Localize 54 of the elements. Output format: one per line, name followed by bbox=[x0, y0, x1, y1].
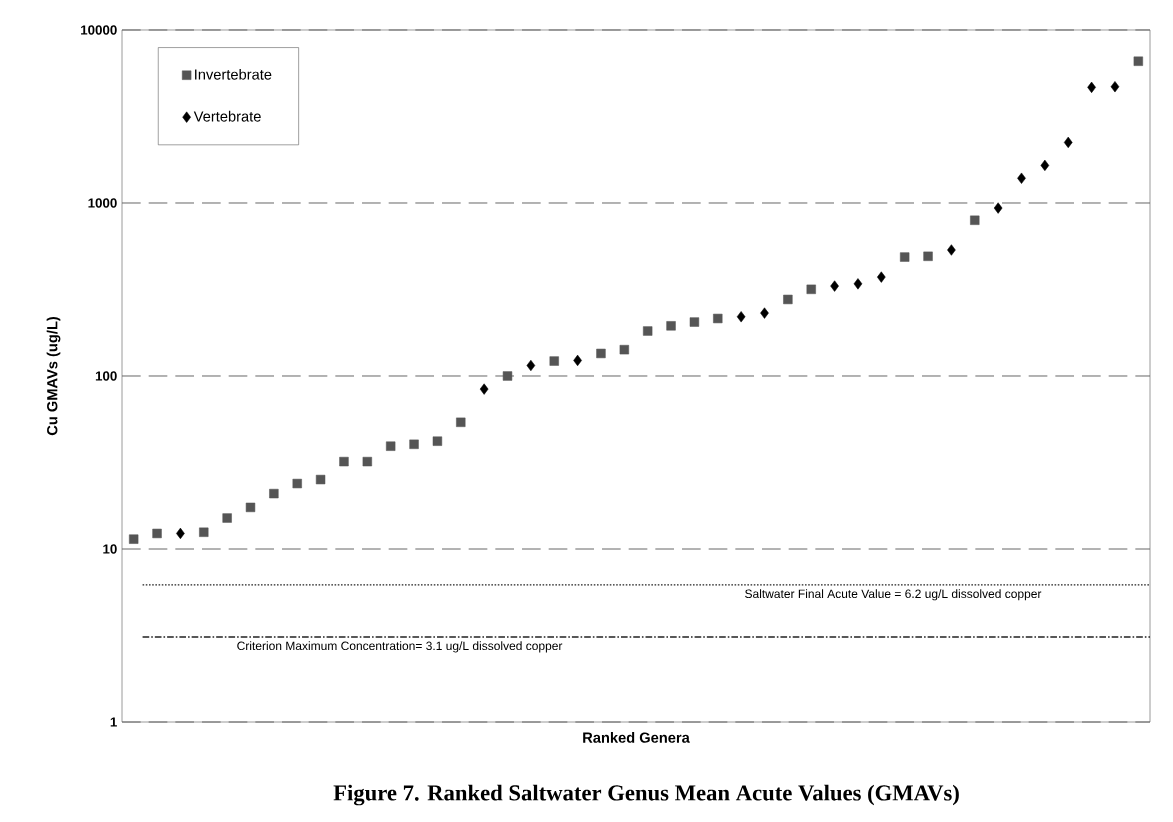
point bbox=[479, 383, 489, 395]
point bbox=[1087, 81, 1096, 93]
point bbox=[643, 326, 653, 336]
point bbox=[760, 307, 769, 319]
point bbox=[853, 278, 863, 290]
y-tick-label: 10000 bbox=[81, 25, 117, 35]
legend-label: Invertebrate bbox=[195, 68, 272, 80]
point bbox=[689, 317, 700, 327]
point bbox=[666, 321, 676, 331]
point bbox=[152, 528, 162, 539]
point bbox=[409, 439, 419, 449]
point bbox=[970, 215, 980, 225]
point bbox=[830, 280, 839, 292]
point bbox=[362, 456, 372, 467]
y-tick-label: 10 bbox=[103, 544, 117, 554]
point bbox=[619, 344, 629, 355]
point bbox=[549, 356, 559, 366]
x-axis-title: Ranked Genera bbox=[583, 732, 690, 743]
point bbox=[900, 252, 910, 262]
point bbox=[386, 441, 396, 451]
point bbox=[222, 513, 232, 523]
point bbox=[269, 488, 279, 499]
point bbox=[1017, 172, 1026, 184]
point bbox=[806, 284, 816, 294]
legend-label: Vertebrate bbox=[193, 110, 261, 122]
point bbox=[877, 271, 886, 283]
text: Figure 7. Ranked Saltwater Genus Mean Acute Values (GMAVs) bbox=[333, 784, 959, 806]
point bbox=[456, 417, 466, 427]
point bbox=[713, 313, 723, 324]
ref-line-label: Saltwater Final Acute Value = 6.2 ug/L dissolved copper bbox=[745, 589, 1042, 601]
y-tick-label: 1000 bbox=[88, 198, 117, 208]
point bbox=[947, 244, 956, 256]
point bbox=[1063, 136, 1073, 149]
point bbox=[526, 359, 536, 372]
ref-line-label: Criterion Maximum Concentration= 3.1 ug/L dissolved copper bbox=[237, 641, 563, 653]
point bbox=[596, 348, 606, 359]
point bbox=[245, 502, 256, 513]
point bbox=[432, 436, 443, 446]
point bbox=[199, 527, 209, 537]
point bbox=[502, 371, 513, 381]
point bbox=[1110, 81, 1120, 93]
point bbox=[783, 294, 793, 305]
point bbox=[993, 202, 1003, 214]
point bbox=[129, 534, 139, 544]
y-axis-title: Cu GMAVs (ug/L) bbox=[46, 316, 61, 436]
point bbox=[1040, 159, 1050, 171]
y-tick-label: 1 bbox=[110, 717, 117, 727]
point bbox=[292, 478, 302, 489]
point bbox=[1133, 56, 1143, 66]
point bbox=[315, 474, 326, 485]
y-tick-label: 100 bbox=[95, 371, 117, 381]
point bbox=[339, 456, 349, 467]
point bbox=[736, 311, 746, 323]
point bbox=[923, 251, 933, 261]
